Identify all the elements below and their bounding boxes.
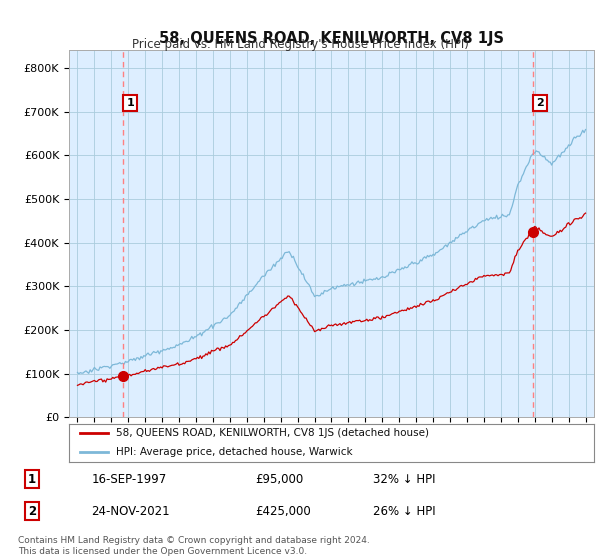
Text: HPI: Average price, detached house, Warwick: HPI: Average price, detached house, Warw…	[116, 447, 353, 458]
Text: 2: 2	[536, 98, 544, 108]
Text: 24-NOV-2021: 24-NOV-2021	[91, 505, 170, 518]
Text: £95,000: £95,000	[255, 473, 303, 486]
Text: £425,000: £425,000	[255, 505, 311, 518]
Text: Contains HM Land Registry data © Crown copyright and database right 2024.
This d: Contains HM Land Registry data © Crown c…	[18, 536, 370, 556]
Text: 1: 1	[28, 473, 36, 486]
Title: 58, QUEENS ROAD, KENILWORTH, CV8 1JS: 58, QUEENS ROAD, KENILWORTH, CV8 1JS	[159, 31, 504, 46]
Text: 26% ↓ HPI: 26% ↓ HPI	[373, 505, 436, 518]
Text: 1: 1	[126, 98, 134, 108]
Text: Price paid vs. HM Land Registry's House Price Index (HPI): Price paid vs. HM Land Registry's House …	[131, 38, 469, 50]
Text: 32% ↓ HPI: 32% ↓ HPI	[373, 473, 436, 486]
Text: 58, QUEENS ROAD, KENILWORTH, CV8 1JS (detached house): 58, QUEENS ROAD, KENILWORTH, CV8 1JS (de…	[116, 428, 429, 438]
Text: 16-SEP-1997: 16-SEP-1997	[91, 473, 167, 486]
Text: 2: 2	[28, 505, 36, 518]
